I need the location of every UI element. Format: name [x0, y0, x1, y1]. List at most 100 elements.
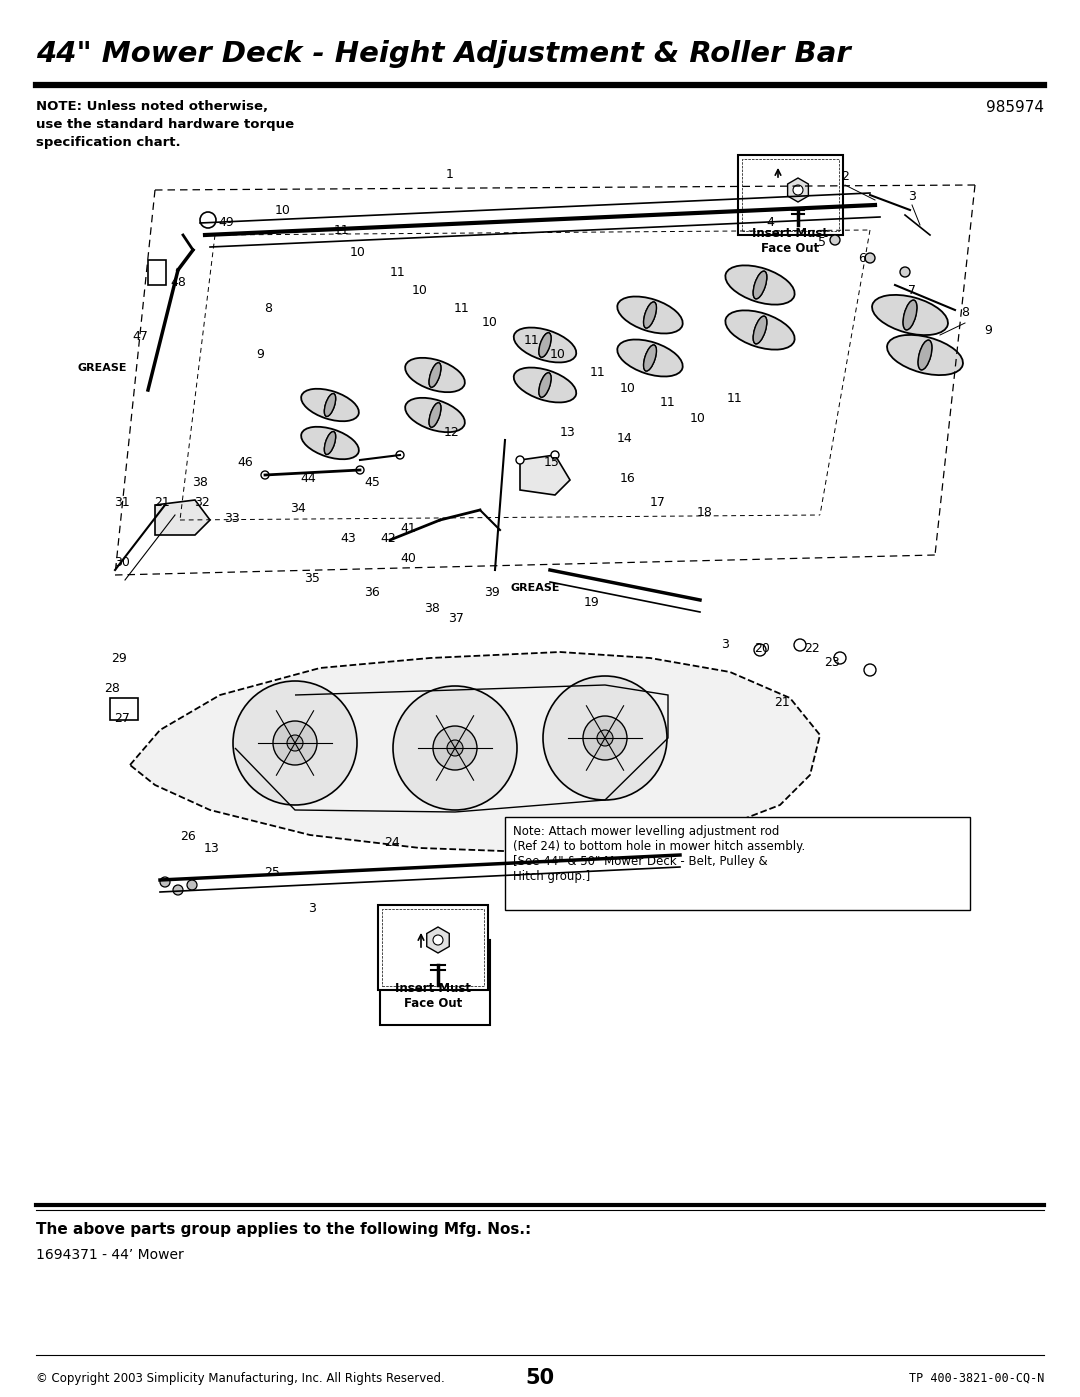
Text: 10: 10: [550, 348, 566, 362]
Text: 24: 24: [384, 835, 400, 848]
Circle shape: [287, 735, 303, 752]
Circle shape: [356, 467, 364, 474]
Circle shape: [261, 471, 269, 479]
Text: use the standard hardware torque: use the standard hardware torque: [36, 117, 294, 131]
Text: 47: 47: [132, 331, 148, 344]
Text: TP 400-3821-00-CQ-N: TP 400-3821-00-CQ-N: [908, 1372, 1044, 1384]
Text: 22: 22: [805, 641, 820, 655]
Text: 34: 34: [291, 502, 306, 514]
Text: 16: 16: [620, 472, 636, 485]
Ellipse shape: [429, 363, 441, 387]
Ellipse shape: [887, 335, 963, 376]
Text: specification chart.: specification chart.: [36, 136, 180, 149]
Ellipse shape: [753, 271, 767, 299]
Ellipse shape: [918, 339, 932, 370]
Text: 6: 6: [859, 251, 866, 264]
FancyBboxPatch shape: [380, 940, 490, 1025]
Circle shape: [160, 877, 170, 887]
Text: Insert Must
Face Out: Insert Must Face Out: [395, 982, 471, 1010]
Text: 8: 8: [961, 306, 969, 320]
FancyBboxPatch shape: [738, 155, 842, 235]
Text: 32: 32: [194, 496, 210, 509]
Text: 17: 17: [650, 496, 666, 509]
Ellipse shape: [618, 339, 683, 377]
Text: 11: 11: [454, 302, 470, 314]
Text: Note: Attach mower levelling adjustment rod
(Ref 24) to bottom hole in mower hit: Note: Attach mower levelling adjustment …: [513, 826, 806, 883]
Circle shape: [200, 212, 216, 228]
Text: 38: 38: [192, 475, 208, 489]
Text: 9: 9: [256, 348, 264, 362]
Ellipse shape: [903, 300, 917, 330]
Text: 15: 15: [544, 455, 559, 468]
Text: NOTE: Unless noted otherwise,: NOTE: Unless noted otherwise,: [36, 101, 268, 113]
Text: 31: 31: [114, 496, 130, 509]
Ellipse shape: [726, 265, 795, 305]
Text: 20: 20: [754, 641, 770, 655]
Circle shape: [173, 886, 183, 895]
Ellipse shape: [539, 332, 551, 358]
Ellipse shape: [644, 302, 657, 328]
Circle shape: [516, 455, 524, 464]
Text: 1: 1: [446, 169, 454, 182]
Text: 41: 41: [400, 521, 416, 535]
Circle shape: [864, 664, 876, 676]
Text: 10: 10: [275, 204, 291, 217]
Circle shape: [865, 253, 875, 263]
Text: 4: 4: [766, 215, 774, 229]
Text: 13: 13: [204, 841, 220, 855]
FancyBboxPatch shape: [148, 260, 166, 285]
Circle shape: [233, 680, 357, 805]
Text: 985974: 985974: [986, 101, 1044, 115]
Circle shape: [187, 880, 197, 890]
Text: 45: 45: [364, 475, 380, 489]
Text: 11: 11: [590, 366, 606, 379]
Circle shape: [831, 235, 840, 244]
Text: 19: 19: [584, 595, 599, 609]
Ellipse shape: [753, 316, 767, 344]
Text: 8: 8: [264, 302, 272, 314]
Text: 11: 11: [334, 224, 350, 236]
Text: 10: 10: [620, 381, 636, 394]
Text: 42: 42: [380, 531, 396, 545]
Ellipse shape: [514, 367, 577, 402]
Circle shape: [433, 726, 477, 770]
Text: 50: 50: [526, 1368, 554, 1389]
Text: Insert Must
Face Out: Insert Must Face Out: [752, 226, 828, 256]
Ellipse shape: [324, 394, 336, 416]
Circle shape: [543, 676, 667, 800]
Text: 27: 27: [114, 711, 130, 725]
Text: 1694371 - 44’ Mower: 1694371 - 44’ Mower: [36, 1248, 184, 1261]
Polygon shape: [519, 455, 570, 495]
Text: 11: 11: [727, 391, 743, 405]
Ellipse shape: [301, 388, 359, 422]
Text: 11: 11: [524, 334, 540, 346]
Text: 44" Mower Deck - Height Adjustment & Roller Bar: 44" Mower Deck - Height Adjustment & Rol…: [36, 41, 851, 68]
Text: 11: 11: [390, 265, 406, 278]
Text: 23: 23: [824, 655, 840, 669]
Text: 49: 49: [218, 215, 234, 229]
Circle shape: [583, 717, 627, 760]
Polygon shape: [130, 652, 820, 852]
Circle shape: [433, 935, 443, 944]
Text: 35: 35: [305, 571, 320, 584]
Circle shape: [447, 740, 463, 756]
Ellipse shape: [872, 295, 948, 335]
Text: 40: 40: [400, 552, 416, 564]
Ellipse shape: [324, 432, 336, 454]
Text: 21: 21: [774, 696, 789, 708]
Circle shape: [754, 644, 766, 657]
Text: 7: 7: [908, 284, 916, 296]
Circle shape: [396, 451, 404, 460]
Text: GREASE: GREASE: [78, 363, 126, 373]
Text: 10: 10: [350, 246, 366, 258]
Text: 26: 26: [180, 830, 195, 844]
Text: 13: 13: [561, 426, 576, 439]
Ellipse shape: [644, 345, 657, 372]
Text: 43: 43: [340, 531, 356, 545]
Circle shape: [551, 451, 559, 460]
Ellipse shape: [429, 402, 441, 427]
Text: 14: 14: [617, 432, 633, 444]
Text: 11: 11: [660, 395, 676, 408]
Text: 38: 38: [424, 602, 440, 615]
Text: The above parts group applies to the following Mfg. Nos.:: The above parts group applies to the fol…: [36, 1222, 531, 1236]
